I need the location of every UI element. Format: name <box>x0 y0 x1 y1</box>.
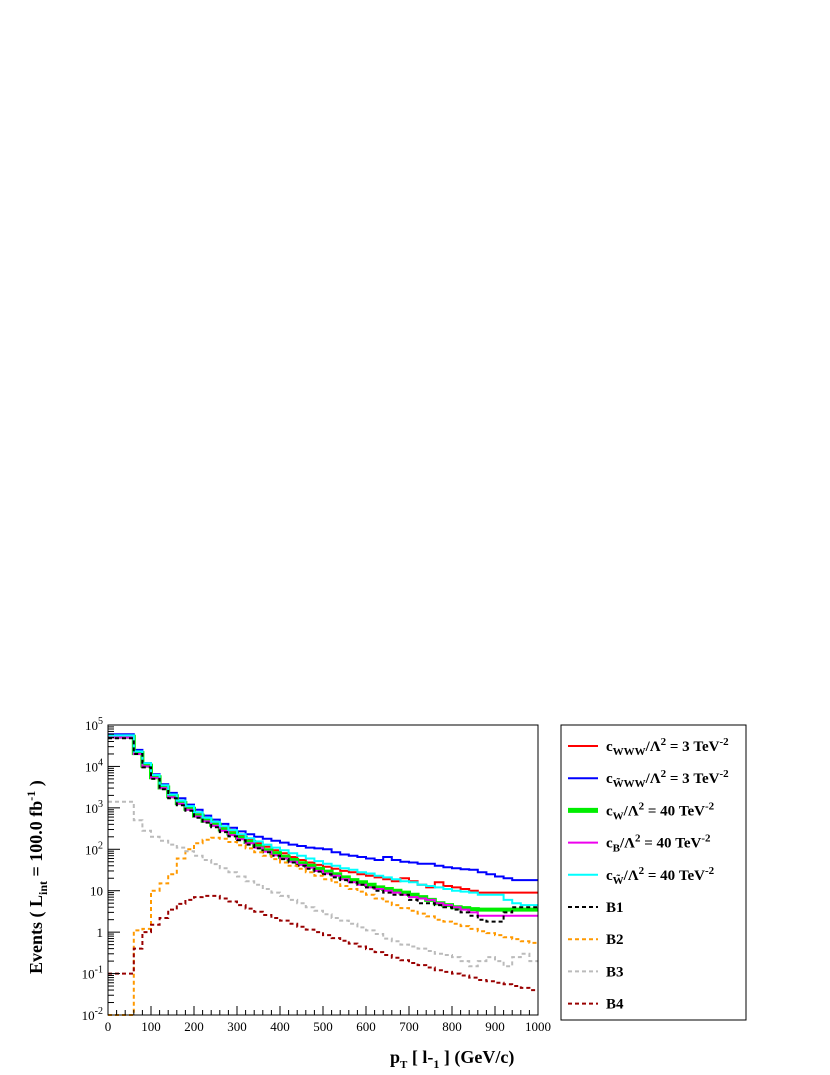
x-tick-label: 0 <box>105 1019 112 1034</box>
y-tick-label: 10 <box>90 884 103 899</box>
legend-label-cb: cB/Λ2 = 40 TeV-2 <box>606 833 711 855</box>
series-line-cb <box>108 736 538 917</box>
series-line-b3 <box>108 800 538 968</box>
x-tick-label: 100 <box>141 1019 161 1034</box>
series-line-cwwwtilde <box>108 733 538 882</box>
legend-label-cwwwtilde: cW̃WW/Λ2 = 3 TeV-2 <box>606 768 729 790</box>
y-tick-label: 10-1 <box>82 965 103 982</box>
series-line-b4 <box>108 894 538 992</box>
x-tick-label: 300 <box>227 1019 247 1034</box>
series-line-b1 <box>108 737 538 923</box>
legend-entries: cWWW/Λ2 = 3 TeV-2 cW̃WW/Λ2 = 3 TeV-2 cW/Λ2… <box>568 736 729 1013</box>
legend-label-cw: cW/Λ2 = 40 TeV-2 <box>606 800 715 822</box>
x-tick-label: 800 <box>442 1019 462 1034</box>
x-tick-label: 500 <box>313 1019 333 1034</box>
x-axis: 0 100 200 300 400 500 600 700 800 900 1000 <box>105 1006 551 1034</box>
y-tick-label: 104 <box>85 757 103 774</box>
series-line-b2 <box>108 836 538 1016</box>
legend-label-b1: B1 <box>606 900 624 916</box>
legend-label-cwtilde: cW̃/Λ2 = 40 TeV-2 <box>606 865 715 887</box>
x-tick-label: 700 <box>399 1019 419 1034</box>
x-tick-label: 900 <box>485 1019 505 1034</box>
x-tick-label: 200 <box>184 1019 204 1034</box>
series-line-cwtilde <box>108 734 538 907</box>
legend-label-b3: B3 <box>606 964 624 980</box>
y-tick-label: 10-2 <box>82 1006 103 1023</box>
y-axis-title: Events ( Lint = 100.0 fb-1 ) <box>24 780 50 974</box>
series-layer <box>108 733 538 1016</box>
y-tick-label: 103 <box>85 799 103 816</box>
y-tick-label: 1 <box>97 925 104 940</box>
y-tick-label: 105 <box>85 716 103 733</box>
y-tick-label: 102 <box>85 840 103 857</box>
series-line-cw <box>108 734 538 912</box>
legend-label-cwww: cWWW/Λ2 = 3 TeV-2 <box>606 736 729 758</box>
x-tick-label: 400 <box>270 1019 290 1034</box>
legend-label-b4: B4 <box>606 997 624 1013</box>
y-axis: 10-2 10-1 1 10 102 103 104 105 <box>82 716 120 1023</box>
legend-label-b2: B2 <box>606 932 624 948</box>
x-tick-label: 600 <box>356 1019 376 1034</box>
x-axis-title: pT [ l-1 ] (GeV/c) <box>390 1047 514 1071</box>
x-tick-label: 1000 <box>525 1019 551 1034</box>
